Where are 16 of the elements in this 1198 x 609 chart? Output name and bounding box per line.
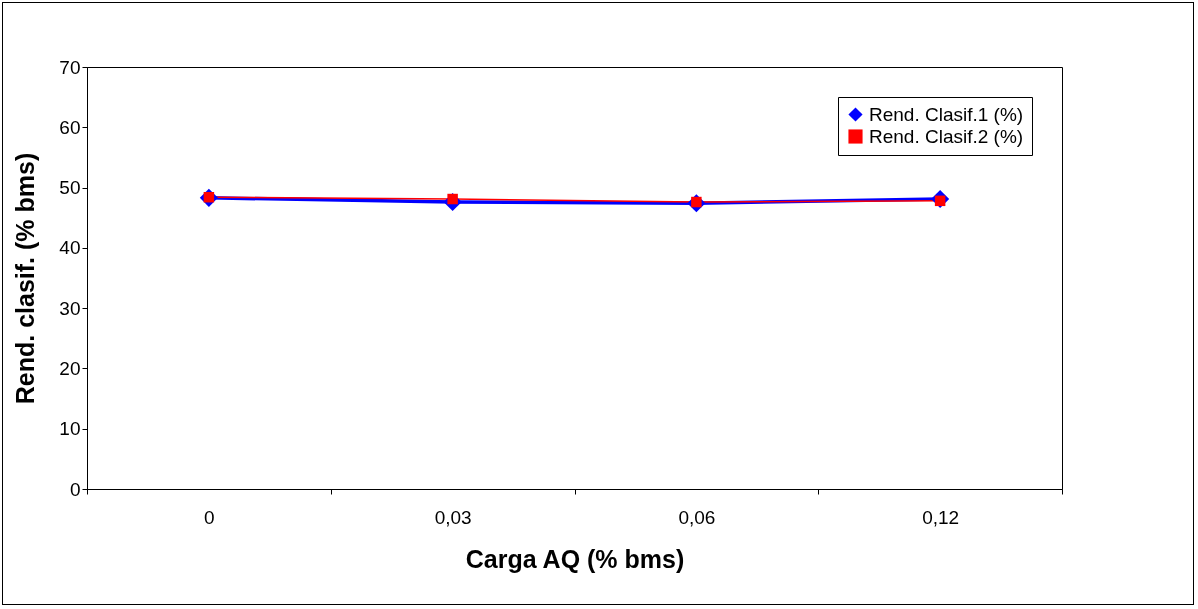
legend-label: Rend. Clasif.2 (%)	[869, 125, 1024, 147]
y-tick-label: 30	[59, 297, 81, 319]
y-tick-label: 70	[59, 56, 81, 78]
legend-label: Rend. Clasif.1 (%)	[869, 103, 1024, 125]
x-tick-label: 0,06	[678, 506, 716, 528]
y-tick-label: 50	[59, 177, 81, 199]
y-tick-label: 60	[59, 116, 81, 138]
y-tick-label: 0	[69, 478, 81, 500]
x-tick-label: 0	[204, 506, 215, 528]
x-tick-label: 0,12	[922, 506, 960, 528]
y-axis-title: Rend. clasif. (% bms)	[11, 152, 40, 405]
y-tick-label: 10	[59, 418, 81, 440]
y-tick-label: 40	[59, 237, 81, 259]
y-tick-label: 20	[59, 357, 81, 379]
x-axis-title: Carga AQ (% bms)	[465, 544, 685, 573]
x-tick-label: 0,03	[434, 506, 472, 528]
